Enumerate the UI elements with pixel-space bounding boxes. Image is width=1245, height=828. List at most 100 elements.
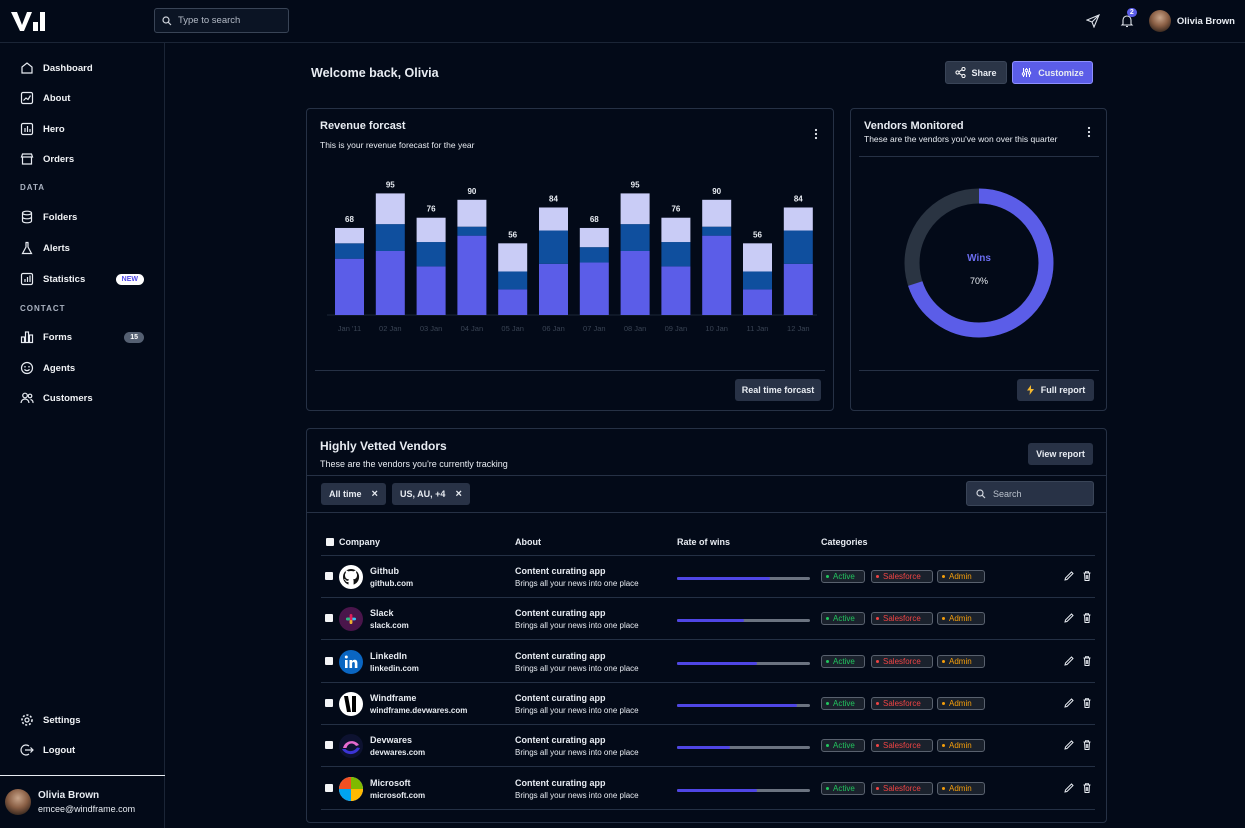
- category-tag-admin[interactable]: Admin: [937, 654, 985, 668]
- about-title: Content curating app: [515, 692, 606, 703]
- remove-filter-icon[interactable]: ×: [371, 488, 378, 500]
- app-logo[interactable]: [10, 10, 50, 32]
- x-tick-label: Jan '11: [338, 324, 361, 333]
- edit-pencil-icon[interactable]: [1063, 570, 1075, 582]
- company-name[interactable]: Slack: [370, 608, 394, 619]
- category-tag-active[interactable]: Active: [821, 739, 865, 753]
- bar-value-label: 90: [467, 187, 476, 196]
- share-button[interactable]: Share: [945, 61, 1007, 84]
- table-row[interactable]: Slack slack.com Content curating app Brings…: [321, 598, 1095, 641]
- column-header-company[interactable]: Company: [339, 537, 381, 547]
- sidebar-item-customers[interactable]: Customers: [20, 389, 144, 407]
- rate-of-wins-bar: [677, 703, 810, 707]
- kebab-menu-icon[interactable]: [1084, 126, 1094, 138]
- column-header-about[interactable]: About: [515, 537, 541, 547]
- sidebar-user-card[interactable]: Olivia Brown emcee@windframe.com: [0, 775, 165, 828]
- sidebar-item-orders[interactable]: Orders: [20, 150, 144, 168]
- sidebar-item-about[interactable]: About: [20, 89, 144, 107]
- column-header-categories[interactable]: Categories: [821, 537, 868, 547]
- trash-icon[interactable]: [1081, 697, 1093, 709]
- sidebar-item-folders[interactable]: Folders: [20, 208, 144, 226]
- full-report-button[interactable]: Full report: [1017, 379, 1094, 401]
- view-report-button[interactable]: View report: [1028, 443, 1093, 465]
- user-name[interactable]: Olivia Brown: [1176, 15, 1235, 27]
- company-name[interactable]: Github: [370, 566, 399, 576]
- category-tag-active[interactable]: Active: [821, 570, 865, 583]
- category-tag-salesforce[interactable]: Salesforce: [871, 654, 933, 668]
- trend-chart-icon: [20, 91, 34, 105]
- table-row[interactable]: Devwares devwares.com Content curating app…: [321, 725, 1095, 768]
- notifications-button[interactable]: 2: [1115, 8, 1139, 33]
- sidebar-item-dashboard[interactable]: Dashboard: [20, 59, 144, 77]
- edit-pencil-icon[interactable]: [1063, 739, 1075, 751]
- sidebar-item-logout[interactable]: Logout: [20, 741, 144, 759]
- sidebar-item-hero[interactable]: Hero: [20, 120, 144, 138]
- category-tag-salesforce[interactable]: Salesforce: [871, 612, 933, 626]
- trash-icon[interactable]: [1081, 655, 1093, 667]
- table-row[interactable]: LinkedIn linkedin.com Content curating app…: [321, 641, 1095, 683]
- category-tag-salesforce[interactable]: Salesforce: [871, 739, 933, 753]
- global-search-input[interactable]: Type to search: [154, 8, 289, 33]
- user-avatar[interactable]: [1148, 10, 1171, 32]
- sidebar-item-settings[interactable]: Settings: [20, 711, 144, 729]
- trash-icon[interactable]: [1081, 570, 1093, 582]
- trash-icon[interactable]: [1081, 739, 1093, 751]
- category-tag-admin[interactable]: Admin: [937, 781, 985, 795]
- sidebar-item-statistics[interactable]: Statistics NEW: [20, 270, 144, 288]
- filter-chip-all-time[interactable]: All time ×: [321, 483, 386, 505]
- remove-filter-icon[interactable]: ×: [455, 488, 462, 500]
- category-tag-admin[interactable]: Admin: [937, 612, 985, 626]
- trash-icon[interactable]: [1081, 782, 1093, 794]
- bar-segment: [702, 235, 732, 315]
- tag-label: Salesforce: [883, 698, 921, 708]
- slack-logo-icon: [339, 607, 363, 632]
- x-tick-label: 06 Jan: [542, 324, 565, 333]
- company-name[interactable]: LinkedIn: [370, 650, 408, 661]
- category-tag-active[interactable]: Active: [821, 612, 865, 626]
- company-name[interactable]: Devwares: [370, 735, 413, 746]
- column-header-rate[interactable]: Rate of wins: [677, 537, 731, 547]
- sidebar-item-agents[interactable]: Agents: [20, 359, 144, 377]
- table-row[interactable]: Microsoft microsoft.com Content curating a…: [321, 768, 1095, 810]
- customize-button[interactable]: Customize: [1012, 61, 1093, 84]
- main-content: Welcome back, Olivia Share Customize Rev…: [165, 43, 1245, 828]
- category-tag-admin[interactable]: Admin: [937, 696, 985, 710]
- row-checkbox[interactable]: [325, 783, 333, 792]
- trash-icon[interactable]: [1081, 612, 1093, 624]
- category-tag-active[interactable]: Active: [821, 696, 865, 710]
- company-name[interactable]: Windframe: [370, 692, 417, 703]
- category-tag-salesforce[interactable]: Salesforce: [871, 570, 933, 583]
- row-checkbox[interactable]: [325, 698, 333, 707]
- real-time-forecast-button[interactable]: Real time forcast: [735, 379, 821, 401]
- category-tag-salesforce[interactable]: Salesforce: [871, 696, 933, 710]
- sidebar-item-label: About: [43, 92, 71, 104]
- row-checkbox[interactable]: [325, 741, 333, 750]
- edit-pencil-icon[interactable]: [1063, 697, 1075, 709]
- gear-icon: [21, 714, 33, 726]
- sidebar-item-forms[interactable]: Forms 15: [20, 328, 144, 346]
- select-all-checkbox[interactable]: [326, 538, 334, 546]
- table-row[interactable]: Github github.com Content curating app Brin…: [321, 556, 1095, 598]
- row-checkbox[interactable]: [325, 614, 333, 623]
- row-checkbox[interactable]: [325, 656, 333, 665]
- row-checkbox[interactable]: [325, 572, 333, 580]
- edit-pencil-icon[interactable]: [1063, 782, 1075, 794]
- company-name[interactable]: Microsoft: [370, 777, 411, 788]
- category-tag-active[interactable]: Active: [821, 781, 865, 795]
- send-button[interactable]: [1081, 9, 1105, 33]
- vendors-monitored-card: Vendors Monitored These are the vendors …: [850, 108, 1107, 411]
- table-search-input[interactable]: Search: [966, 481, 1094, 506]
- category-tag-admin[interactable]: Admin: [937, 570, 985, 583]
- table-row[interactable]: Windframe windframe.devwares.com Content c…: [321, 683, 1095, 725]
- logout-icon: [20, 744, 34, 756]
- bar-value-label: 56: [753, 230, 762, 239]
- edit-pencil-icon[interactable]: [1063, 655, 1075, 667]
- sidebar-item-alerts[interactable]: Alerts: [20, 239, 144, 257]
- filter-chip-region[interactable]: US, AU, +4 ×: [392, 483, 470, 505]
- category-tag-active[interactable]: Active: [821, 654, 865, 668]
- category-tag-salesforce[interactable]: Salesforce: [871, 781, 933, 795]
- kebab-menu-icon[interactable]: [811, 128, 821, 140]
- edit-pencil-icon[interactable]: [1063, 612, 1075, 624]
- tag-label: Active: [833, 614, 855, 624]
- category-tag-admin[interactable]: Admin: [937, 739, 985, 753]
